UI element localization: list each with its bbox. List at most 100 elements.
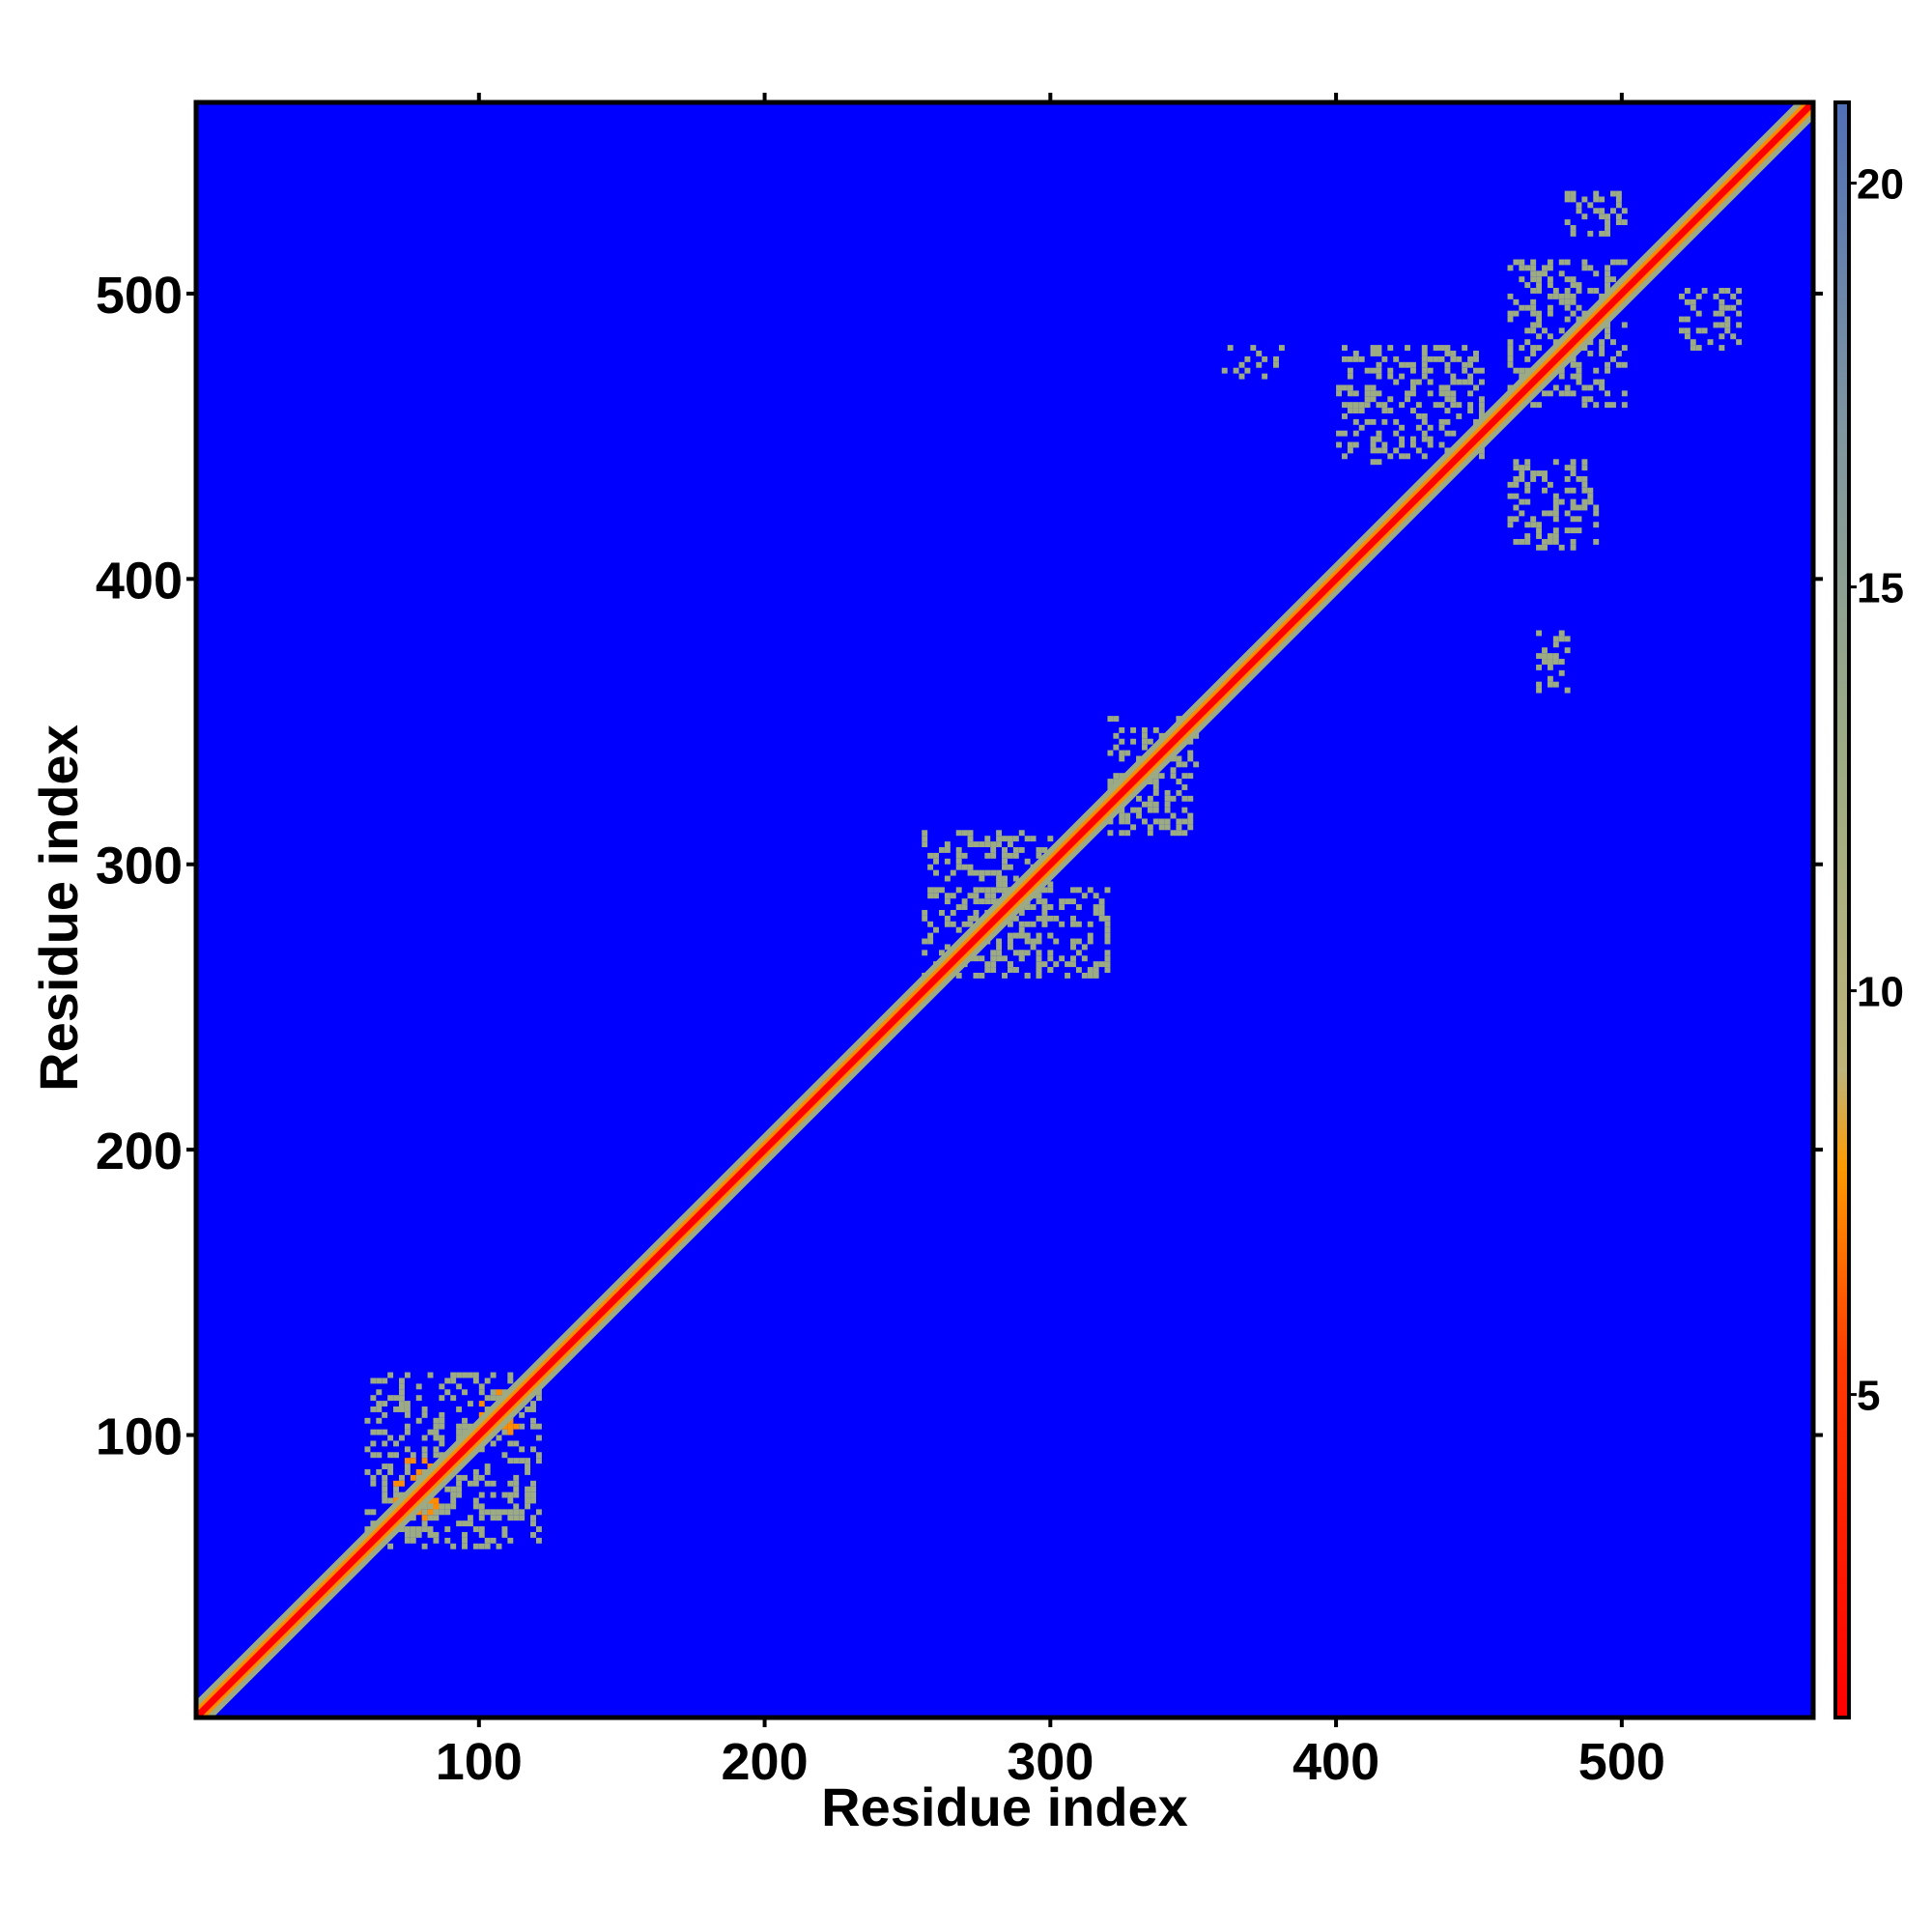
contact-cell	[519, 1458, 526, 1464]
contact-cell	[1081, 972, 1088, 979]
contact-cell	[439, 1509, 445, 1516]
contact-cell	[1181, 830, 1188, 837]
contact-cell	[1376, 373, 1382, 380]
contact-region	[1507, 459, 1600, 551]
contact-cell	[1581, 265, 1588, 271]
contact-cell	[456, 1474, 463, 1481]
contact-cell	[1542, 265, 1548, 271]
contact-cell	[1621, 219, 1628, 226]
contact-cell	[1564, 487, 1571, 494]
contact-cell	[1387, 367, 1394, 374]
contact-cell	[364, 1446, 371, 1453]
contact-cell	[1409, 379, 1416, 385]
contact-cell	[1376, 447, 1382, 454]
contact-cell	[979, 972, 985, 979]
contact-cell	[1405, 345, 1410, 352]
contact-cell	[984, 852, 991, 859]
contact-cell	[1507, 316, 1514, 323]
contact-cell	[1519, 498, 1525, 505]
contact-cell	[1558, 298, 1565, 305]
contact-cell	[1581, 396, 1588, 403]
contact-cell	[1599, 208, 1605, 214]
contact-cell	[387, 1395, 394, 1402]
contact-cell	[1450, 390, 1457, 397]
contact-cell	[1170, 767, 1177, 774]
contact-cell	[1552, 641, 1559, 648]
contact-cell	[450, 1497, 457, 1504]
contact-cell	[1104, 950, 1111, 956]
contact-cell	[944, 893, 951, 899]
contact-cell	[1087, 932, 1094, 939]
contact-cell	[382, 1401, 388, 1407]
contact-cell	[1530, 265, 1537, 271]
contact-cell	[387, 1497, 394, 1504]
contact-cell	[1621, 390, 1628, 397]
contact-cell	[490, 1480, 497, 1487]
contact-cell	[1450, 355, 1457, 362]
contact-cell	[1605, 225, 1611, 231]
contact-cell	[1444, 345, 1451, 352]
contact-cell	[1421, 345, 1428, 352]
contact-cell	[1519, 475, 1525, 482]
contact-cell	[490, 1515, 497, 1521]
contact-cell	[933, 858, 939, 865]
contact-cell	[1438, 390, 1445, 397]
contact-cell	[490, 1395, 497, 1402]
contact-cell	[1530, 276, 1537, 283]
contact-cell	[1587, 493, 1594, 499]
contact-cell	[1387, 396, 1394, 403]
contact-cell	[1542, 647, 1548, 654]
contact-cell	[1364, 396, 1371, 403]
contact-cell	[1530, 345, 1537, 352]
contact-cell	[1530, 288, 1537, 294]
contact-cell	[393, 1440, 399, 1447]
contact-cell	[370, 1406, 377, 1412]
contact-cell	[1615, 196, 1622, 203]
contact-cell	[1007, 841, 1013, 848]
contact-cell	[1564, 298, 1571, 305]
contact-cell	[927, 938, 934, 945]
contact-cell	[1381, 402, 1388, 409]
contact-cell	[922, 910, 928, 916]
contact-cell	[1053, 915, 1060, 922]
contact-cell	[513, 1474, 520, 1481]
contact-cell	[1536, 630, 1543, 637]
contact-cell	[1047, 887, 1054, 894]
contact-cell	[1524, 487, 1531, 494]
contact-cell	[421, 1526, 428, 1532]
contact-cell	[462, 1531, 468, 1538]
contact-cell	[1552, 504, 1559, 511]
contact-cell	[1605, 333, 1611, 340]
contact-cell	[382, 1429, 388, 1435]
contact-cell	[1570, 516, 1577, 523]
contact-cell	[1564, 687, 1571, 694]
contact-cell	[1719, 345, 1725, 352]
contact-cell	[376, 1378, 383, 1384]
contact-cell	[961, 852, 968, 859]
contact-cell	[1576, 516, 1582, 523]
contact-cell	[415, 1474, 422, 1481]
x-tick-label: 300	[1007, 1733, 1094, 1791]
contact-cell	[1605, 402, 1611, 409]
contact-cell	[1409, 367, 1416, 374]
contact-cell	[1438, 424, 1445, 431]
contact-cell	[1421, 361, 1428, 368]
contact-cell	[1405, 453, 1410, 460]
contact-cell	[1564, 636, 1571, 642]
contact-cell	[1547, 304, 1553, 311]
contact-cell	[415, 1468, 422, 1475]
contact-cell	[1576, 379, 1582, 385]
contact-cell	[1104, 915, 1111, 922]
contact-cell	[984, 967, 991, 973]
contact-cell	[1564, 196, 1571, 203]
contact-cell	[519, 1509, 526, 1516]
contact-cell	[450, 1543, 457, 1549]
contact-cell	[382, 1486, 388, 1492]
contact-cell	[393, 1480, 399, 1487]
contact-cell	[1570, 293, 1577, 299]
contact-cell	[398, 1378, 405, 1384]
contact-cell	[1244, 355, 1251, 362]
contact-cell	[1393, 379, 1400, 385]
contact-cell	[1438, 402, 1445, 409]
contact-cell	[973, 910, 980, 916]
